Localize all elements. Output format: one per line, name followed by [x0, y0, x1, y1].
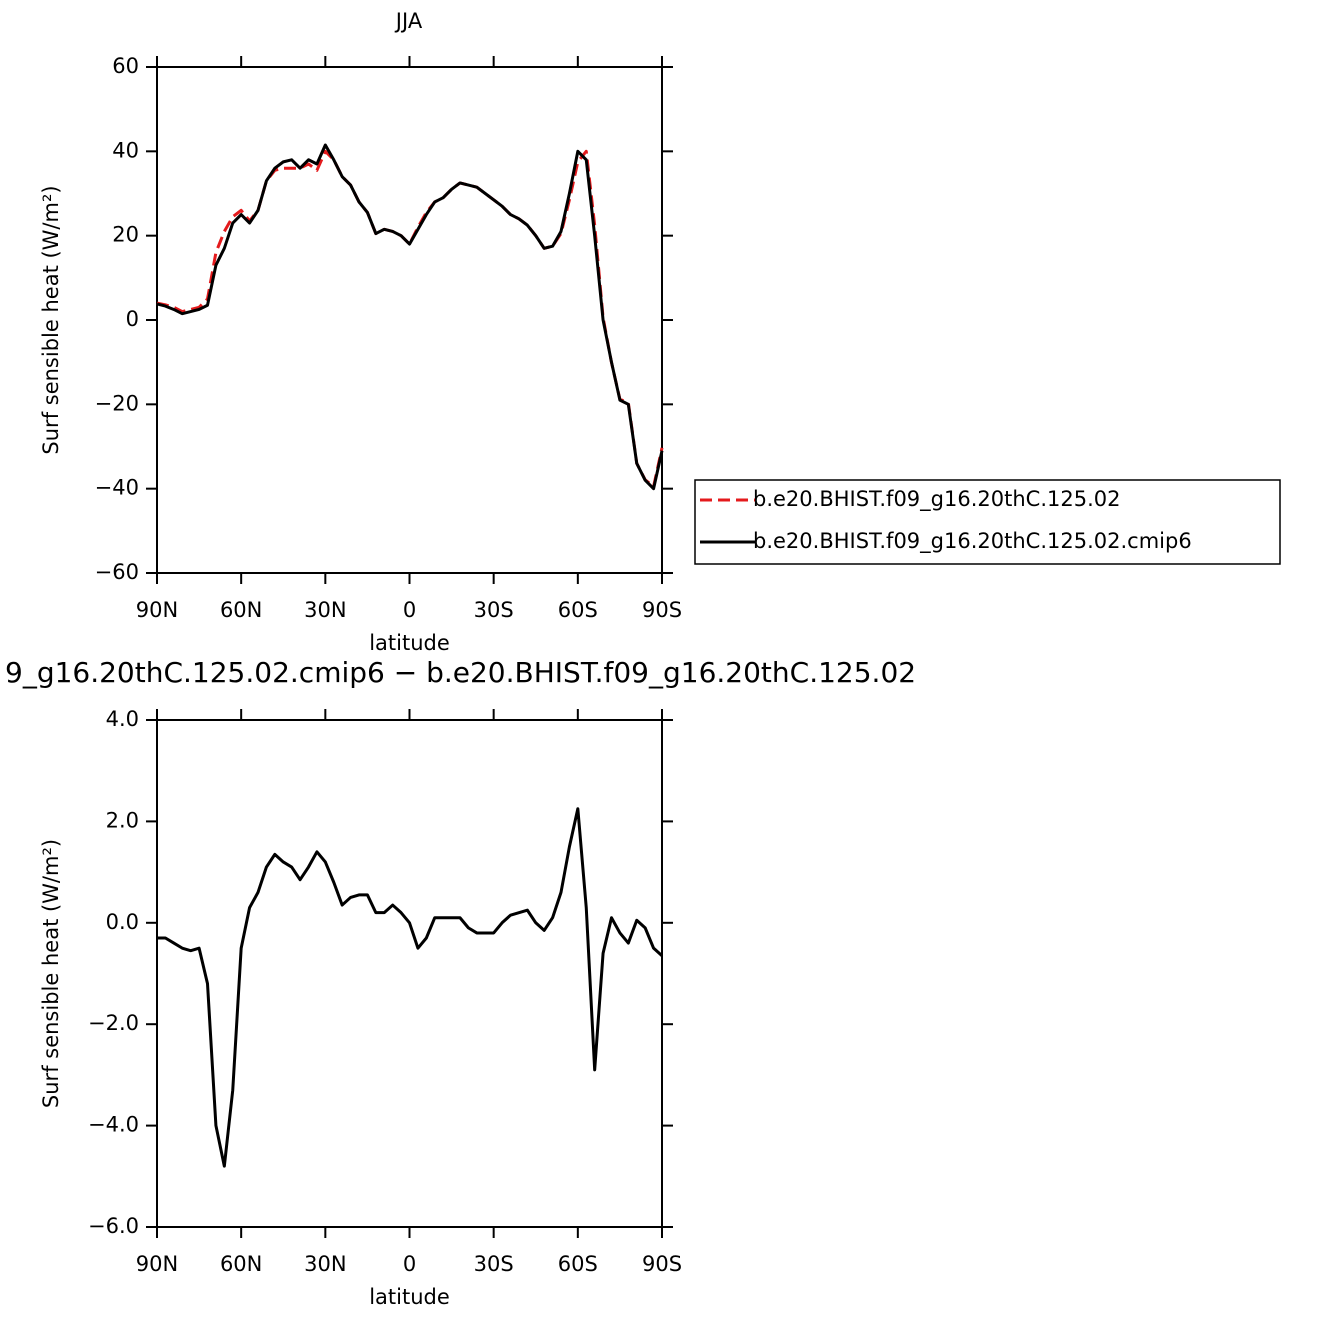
x-tick-label: 60N [220, 598, 262, 622]
y-tick-label: −60 [95, 560, 139, 584]
y-tick-label: −20 [95, 391, 139, 415]
x-tick-label: 60S [558, 1252, 598, 1276]
plot-frame [156, 66, 663, 574]
legend-box [694, 479, 1281, 565]
y-tick-label: 4.0 [106, 707, 139, 731]
x-tick-label: 0 [403, 1252, 416, 1276]
y-tick-label: −4.0 [88, 1113, 139, 1137]
y-axis-label: Surf sensible heat (W/m²) [39, 839, 63, 1108]
y-tick-label: 40 [112, 138, 139, 162]
y-tick-label: −6.0 [88, 1214, 139, 1238]
x-tick-label: 30S [474, 598, 514, 622]
x-tick-label: 60N [220, 1252, 262, 1276]
legend-label: b.e20.BHIST.f09_g16.20thC.125.02.cmip6 [753, 529, 1192, 554]
x-tick-label: 90N [136, 1252, 178, 1276]
x-tick-label: 90N [136, 598, 178, 622]
x-tick-label: 60S [558, 598, 598, 622]
y-tick-label: 0 [126, 307, 139, 331]
x-tick-label: 30N [304, 598, 346, 622]
x-tick-label: 0 [403, 598, 416, 622]
x-axis-label: latitude [369, 1285, 450, 1309]
data-line [157, 807, 664, 1168]
x-axis-label: latitude [369, 631, 450, 655]
x-tick-label: 30S [474, 1252, 514, 1276]
y-tick-label: 2.0 [106, 808, 139, 832]
data-line [156, 143, 664, 491]
chart-title: 9_g16.20thC.125.02.cmip6 − b.e20.BHIST.f… [5, 656, 916, 689]
y-tick-label: 0.0 [106, 910, 139, 934]
legend-label: b.e20.BHIST.f09_g16.20thC.125.02 [753, 487, 1120, 512]
chart-title: JJA [394, 9, 423, 33]
y-tick-label: 20 [112, 223, 139, 247]
y-tick-label: −2.0 [88, 1011, 139, 1035]
y-axis-label: Surf sensible heat (W/m²) [39, 185, 63, 454]
y-tick-label: 60 [112, 54, 139, 78]
x-tick-label: 90S [642, 598, 682, 622]
x-tick-label: 90S [642, 1252, 682, 1276]
data-line [156, 149, 664, 489]
x-tick-label: 30N [304, 1252, 346, 1276]
y-tick-label: −40 [95, 476, 139, 500]
plot-frame [156, 719, 663, 1228]
